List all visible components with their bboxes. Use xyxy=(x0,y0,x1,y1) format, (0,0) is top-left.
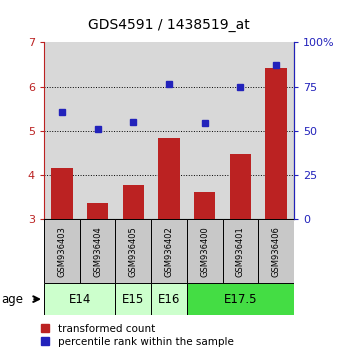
Bar xyxy=(187,219,223,283)
Text: GSM936400: GSM936400 xyxy=(200,226,209,277)
Text: E14: E14 xyxy=(69,293,91,306)
Bar xyxy=(223,219,258,283)
Text: GSM936404: GSM936404 xyxy=(93,226,102,277)
Text: GDS4591 / 1438519_at: GDS4591 / 1438519_at xyxy=(88,18,250,32)
Bar xyxy=(123,185,144,219)
Bar xyxy=(44,219,80,283)
Bar xyxy=(187,283,294,315)
Bar xyxy=(194,192,215,219)
Text: E15: E15 xyxy=(122,293,144,306)
Bar xyxy=(80,42,115,219)
Text: E16: E16 xyxy=(158,293,180,306)
Text: GSM936402: GSM936402 xyxy=(165,226,173,277)
Bar xyxy=(151,219,187,283)
Bar xyxy=(80,219,115,283)
Bar xyxy=(230,154,251,219)
Text: GSM936403: GSM936403 xyxy=(57,226,66,277)
Bar xyxy=(187,42,223,219)
Bar xyxy=(223,42,258,219)
Bar xyxy=(115,42,151,219)
Bar xyxy=(258,42,294,219)
Text: E17.5: E17.5 xyxy=(224,293,257,306)
Bar xyxy=(87,202,108,219)
Bar xyxy=(258,219,294,283)
Bar xyxy=(115,283,151,315)
Legend: transformed count, percentile rank within the sample: transformed count, percentile rank withi… xyxy=(39,321,236,349)
Bar xyxy=(115,219,151,283)
Bar xyxy=(265,68,287,219)
Bar xyxy=(51,168,73,219)
Text: age: age xyxy=(2,293,24,306)
Bar xyxy=(151,283,187,315)
Bar xyxy=(151,42,187,219)
Bar xyxy=(158,138,180,219)
Bar xyxy=(44,42,80,219)
Text: GSM936405: GSM936405 xyxy=(129,226,138,277)
Bar xyxy=(44,283,115,315)
Text: GSM936406: GSM936406 xyxy=(272,226,281,277)
Text: GSM936401: GSM936401 xyxy=(236,226,245,277)
